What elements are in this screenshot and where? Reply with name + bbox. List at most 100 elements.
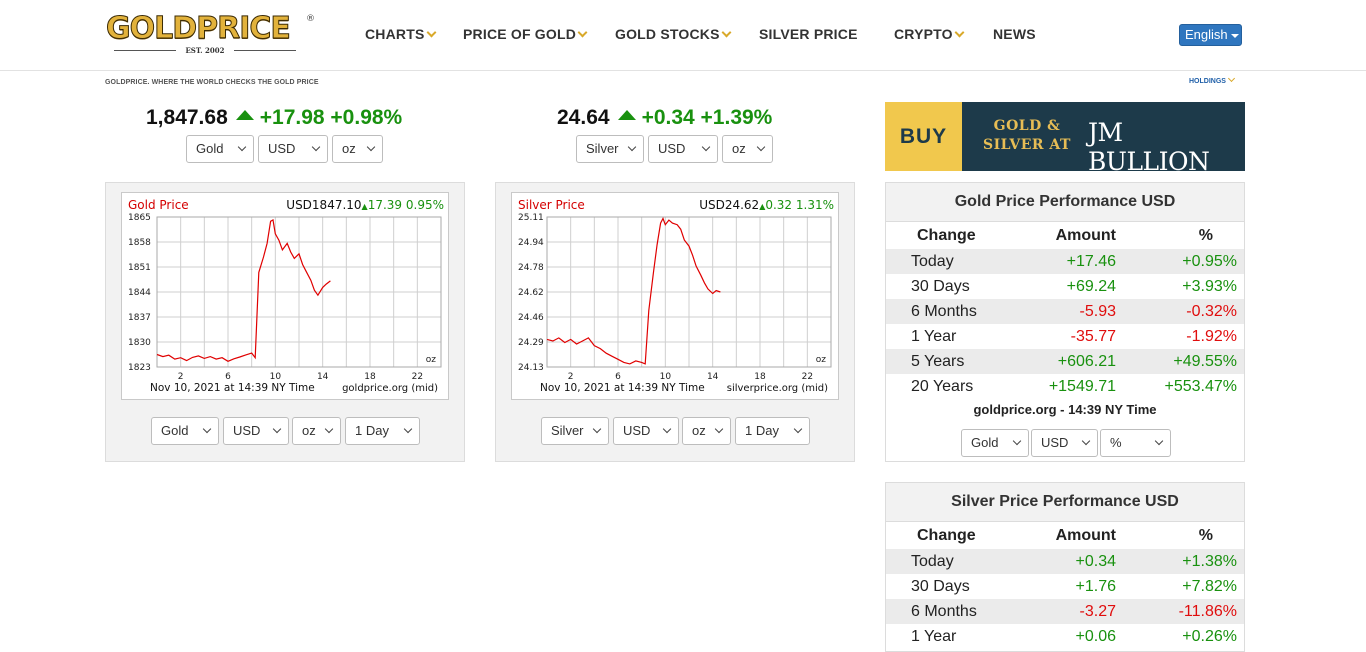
chevron-down-icon xyxy=(324,424,334,434)
ad-line2: SILVER AT xyxy=(983,137,1071,153)
language-select-button[interactable]: English xyxy=(1179,24,1242,46)
silver-quote: 24.64 +0.34 +1.39% xyxy=(557,106,772,130)
gold-unit-select[interactable]: oz xyxy=(332,135,383,163)
table-row: 20 Years +1549.71 +553.47% xyxy=(886,374,1244,399)
period-cell: Today xyxy=(911,253,954,270)
table-row: 30 Days +1.76 +7.82% xyxy=(886,574,1244,599)
silver-chart-panel: Silver Price USD24.62▲0.32 1.31% 25.11 24.9… xyxy=(495,182,855,462)
silver-change-pct: +1.39% xyxy=(700,106,773,129)
y-tick-label: 1830 xyxy=(128,338,151,348)
pct-cell: +49.55% xyxy=(1173,353,1237,370)
logo-wordmark: GOLDPRICE xyxy=(106,11,292,46)
nav-gold-stocks[interactable]: GOLD STOCKS xyxy=(615,26,732,42)
chart-timestamp: Nov 10, 2021 at 14:39 NY Time xyxy=(540,382,705,394)
x-tick-label: 14 xyxy=(707,372,719,382)
gold-performance-title: Gold Price Performance USD xyxy=(886,183,1244,222)
nav-silver-price[interactable]: SILVER PRICE xyxy=(759,26,858,42)
perf-metal-select[interactable]: Gold xyxy=(961,429,1029,457)
gold-metal-select[interactable]: Gold xyxy=(186,135,254,163)
silver-currency-select[interactable]: USD xyxy=(648,135,718,163)
nav-crypto[interactable]: CRYPTO xyxy=(894,26,965,42)
gold-chart-range-select[interactable]: 1 Day xyxy=(345,417,420,445)
chevron-down-icon xyxy=(1081,436,1091,446)
y-tick-label: 24.29 xyxy=(518,338,544,348)
col-header-pct: % xyxy=(1198,227,1213,244)
perf-metal-value: Gold xyxy=(971,435,999,450)
price-series-line xyxy=(156,218,331,362)
holdings-link[interactable]: HOLDINGS xyxy=(1189,74,1235,85)
up-arrow-icon xyxy=(617,110,636,120)
nav-charts[interactable]: CHARTS xyxy=(365,26,436,42)
table-row: Today +17.46 +0.95% xyxy=(886,249,1244,274)
ad-line1: GOLD & xyxy=(993,118,1061,134)
price-series-line xyxy=(546,217,721,365)
chevron-down-icon xyxy=(714,424,724,434)
chevron-down-icon xyxy=(592,424,602,434)
table-row: 1 Year +0.06 +0.26% xyxy=(886,624,1244,649)
amount-cell: -3.27 xyxy=(1079,603,1116,620)
silver-price-chart[interactable]: Silver Price USD24.62▲0.32 1.31% 25.11 24.9… xyxy=(511,192,839,400)
col-header-change: Change xyxy=(917,227,976,244)
silver-metal-select[interactable]: Silver xyxy=(576,135,644,163)
pct-cell: +553.47% xyxy=(1164,378,1237,395)
pct-cell: -11.86% xyxy=(1178,603,1237,620)
x-tick-label: 22 xyxy=(412,372,423,382)
chevron-down-icon xyxy=(202,424,212,434)
gold-currency-select[interactable]: USD xyxy=(258,135,328,163)
silver-chart-currency-value: USD xyxy=(623,423,651,438)
jm-bullion-ad-banner[interactable]: BUY GOLD & SILVER AT JM BULLION xyxy=(885,102,1245,171)
perf-mode-select[interactable]: % xyxy=(1100,429,1171,457)
silver-chart-range-select[interactable]: 1 Day xyxy=(735,417,810,445)
unit-label: oz xyxy=(816,355,827,365)
perf-currency-select[interactable]: USD xyxy=(1031,429,1098,457)
gold-chart-currency-value: USD xyxy=(233,423,261,438)
goldprice-logo[interactable]: GOLDPRICE ® EST. 2002 xyxy=(106,11,316,56)
x-tick-label: 2 xyxy=(568,372,574,382)
silver-chart-currency-select[interactable]: USD xyxy=(613,417,679,445)
chevron-down-icon xyxy=(366,142,376,152)
silver-performance-rows: Today +0.34 +1.38% 30 Days +1.76 +7.82% 6 Mont… xyxy=(886,549,1244,649)
chevron-down-icon xyxy=(756,142,766,152)
gold-chart-unit-select[interactable]: oz xyxy=(292,417,341,445)
silver-chart-svg: Silver Price USD24.62▲0.32 1.31% 25.11 24.9… xyxy=(518,198,834,394)
gold-price-chart[interactable]: Gold Price USD1847.10▲17.39 0.95% 1865 1858… xyxy=(121,192,449,400)
period-cell: Today xyxy=(911,553,954,570)
y-tick-label: 24.13 xyxy=(518,363,544,373)
silver-chart-metal-select[interactable]: Silver xyxy=(541,417,609,445)
gold-chart-metal-value: Gold xyxy=(161,423,189,438)
gold-chart-panel: Gold Price USD1847.10▲17.39 0.95% 1865 1858… xyxy=(105,182,465,462)
nav-news[interactable]: NEWS xyxy=(993,26,1036,42)
silver-spot-price: 24.64 xyxy=(557,106,610,129)
chart-header-arrow: ▲ xyxy=(759,202,766,211)
chevron-down-icon xyxy=(793,424,803,434)
chart-source: goldprice.org (mid) xyxy=(342,383,438,394)
period-cell: 6 Months xyxy=(911,603,977,620)
pct-cell: +1.38% xyxy=(1182,553,1237,570)
chevron-down-icon xyxy=(662,424,672,434)
x-tick-label: 10 xyxy=(270,372,282,382)
table-row: 5 Years +606.21 +49.55% xyxy=(886,349,1244,374)
y-tick-label: 1844 xyxy=(128,288,151,298)
gold-chart-unit-value: oz xyxy=(302,423,316,438)
amount-cell: +0.34 xyxy=(1075,553,1116,570)
chevron-down-icon xyxy=(426,27,436,38)
nav-news-label: NEWS xyxy=(993,26,1036,42)
pct-cell: +7.82% xyxy=(1182,578,1237,595)
silver-unit-select[interactable]: oz xyxy=(722,135,773,163)
nav-price-of-gold[interactable]: PRICE OF GOLD xyxy=(463,26,588,42)
silver-chart-unit-select[interactable]: oz xyxy=(682,417,731,445)
unit-label: oz xyxy=(426,355,437,365)
gold-chart-metal-select[interactable]: Gold xyxy=(151,417,219,445)
pct-cell: +0.95% xyxy=(1182,253,1237,270)
chevron-down-icon xyxy=(627,142,637,152)
site-tagline: GOLDPRICE. WHERE THE WORLD CHECKS THE GO… xyxy=(105,79,319,86)
y-tick-label: 24.62 xyxy=(518,288,544,298)
y-tick-label: 1851 xyxy=(128,263,151,273)
period-cell: 30 Days xyxy=(911,578,970,595)
silver-chart-range-value: 1 Day xyxy=(745,423,779,438)
chart-header-quote: USD24.62▲0.32 1.31% xyxy=(699,198,834,212)
table-header-row: Change Amount % xyxy=(886,222,1244,249)
chevron-down-icon xyxy=(577,27,588,38)
gold-chart-currency-select[interactable]: USD xyxy=(223,417,289,445)
table-row: Today +0.34 +1.38% xyxy=(886,549,1244,574)
